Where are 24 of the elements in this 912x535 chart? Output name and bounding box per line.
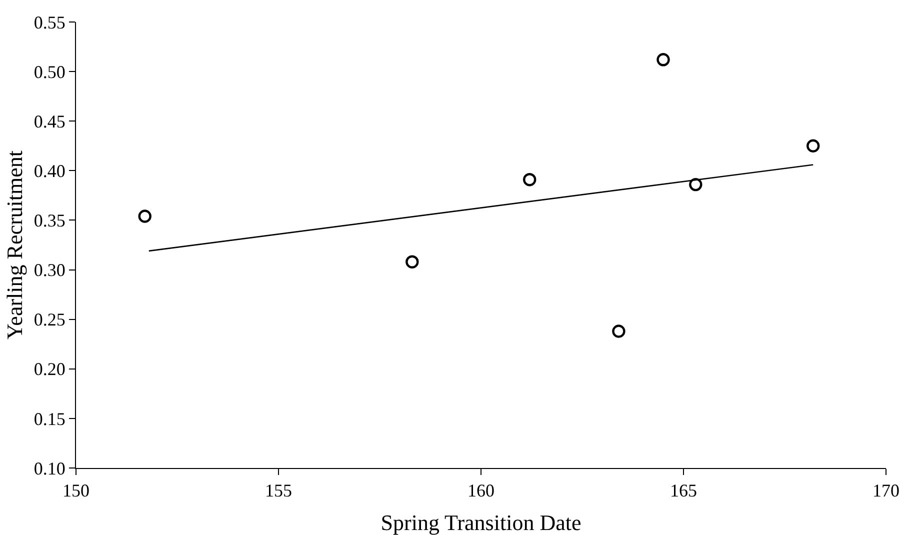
x-tick-label: 170: [872, 480, 900, 501]
point: [656, 53, 670, 66]
y-tick-label: 0.25: [34, 310, 66, 330]
x-tick-label: 160: [468, 480, 494, 501]
y-tick-label: 0.55: [34, 12, 66, 32]
y-tick-label: 0.40: [34, 160, 66, 181]
x-axis-title: Spring Transition Date: [380, 510, 582, 535]
point: [406, 255, 419, 268]
y-axis-title: Yearling Recruitment: [2, 150, 27, 340]
y-tick-label: 0.20: [34, 359, 66, 380]
x-tick-label: 165: [670, 480, 697, 501]
x-tick-label: 150: [62, 480, 90, 501]
y-tick-label: 0.45: [34, 111, 66, 132]
y-tick-label: 0.35: [34, 210, 66, 231]
y-tick-label: 0.15: [34, 408, 66, 429]
y-tick-label: 0.10: [34, 458, 66, 478]
point: [138, 210, 152, 223]
y-tick-label: 0.50: [34, 62, 66, 82]
point: [523, 172, 536, 186]
point: [612, 324, 626, 338]
point: [689, 178, 702, 192]
point: [806, 139, 820, 152]
y-tick-label: 0.30: [34, 260, 66, 280]
x-tick-label: 155: [265, 480, 292, 501]
